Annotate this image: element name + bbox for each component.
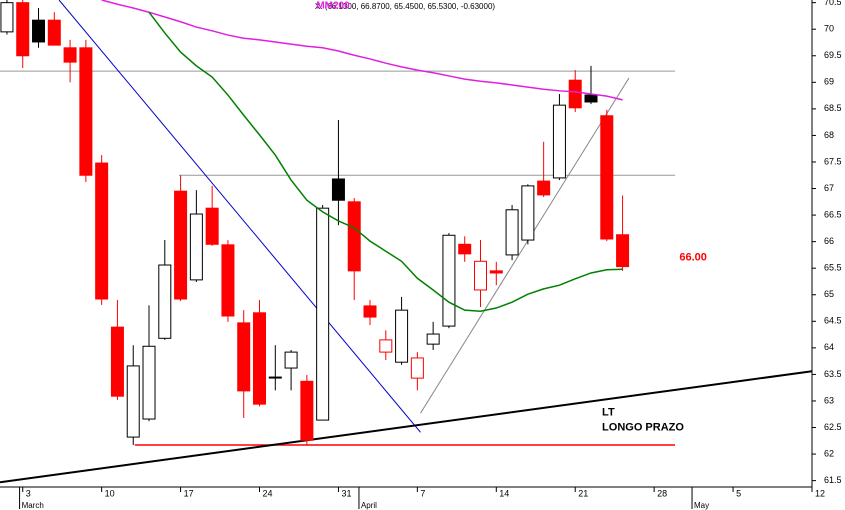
candle-body — [174, 190, 188, 300]
candle-body — [568, 79, 582, 109]
y-tick-label: 62 — [824, 448, 834, 458]
chart-title: X: (66.1300, 66.8700, 65.4500, 65.5300, … — [315, 2, 495, 11]
x-tick-label: 17 — [184, 488, 194, 498]
month-label: March — [22, 501, 44, 510]
candle-body — [221, 244, 235, 317]
candle-body — [126, 365, 140, 438]
y-tick-label: 66.5 — [824, 209, 842, 219]
candle-body — [16, 2, 30, 57]
candle-body — [95, 162, 109, 300]
annotation: LONGO PRAZO — [602, 421, 684, 433]
candle-body — [0, 2, 14, 33]
candle-body — [552, 104, 566, 179]
candle-body — [32, 19, 46, 43]
candle-body — [268, 376, 282, 379]
candle-body — [158, 264, 172, 339]
candle-body — [410, 357, 424, 379]
candle-body — [600, 115, 614, 240]
x-tick-label: 10 — [105, 488, 115, 498]
annotation: LT — [602, 407, 615, 419]
y-tick-label: 68 — [824, 130, 834, 140]
candle-body — [331, 178, 345, 201]
candle-body — [284, 351, 298, 369]
y-tick-label: 66 — [824, 236, 834, 246]
x-tick-label: 3 — [26, 488, 31, 498]
y-tick-label: 69 — [824, 77, 834, 87]
candle-body — [47, 19, 61, 46]
y-tick-label: 61.5 — [824, 475, 842, 485]
candle-body — [489, 270, 503, 274]
plot-area — [0, 0, 812, 484]
candle-body — [316, 207, 330, 421]
y-tick-label: 70.5 — [824, 0, 842, 7]
candle-body — [63, 47, 77, 63]
candle-body — [426, 333, 440, 345]
trend-line — [0, 370, 812, 484]
candle-body — [616, 234, 630, 268]
month-label: April — [361, 501, 377, 510]
y-tick-label: 67.5 — [824, 156, 842, 166]
annotation: 66.00 — [679, 251, 707, 263]
x-tick-label: 12 — [815, 488, 825, 498]
candle-body — [505, 209, 519, 256]
y-tick-label: 62.5 — [824, 422, 842, 432]
moving-average — [101, 0, 623, 101]
y-tick-label: 67 — [824, 183, 834, 193]
moving-average — [148, 11, 623, 312]
candle-body — [363, 305, 377, 318]
candle-body — [79, 47, 93, 176]
trend-line — [58, 0, 421, 433]
month-label: May — [694, 501, 709, 510]
y-tick-label: 69.5 — [824, 50, 842, 60]
y-tick-label: 70 — [824, 24, 834, 34]
y-tick-label: 63 — [824, 395, 834, 405]
x-tick-label: 7 — [420, 488, 425, 498]
candle-body — [442, 234, 456, 327]
candle-body — [521, 185, 535, 241]
candle-body — [379, 339, 393, 353]
y-tick-label: 65.5 — [824, 263, 842, 273]
candle-body — [189, 213, 203, 281]
candle-body — [110, 326, 124, 397]
candle-body — [458, 243, 472, 255]
trend-line — [420, 77, 630, 414]
x-tick-label: 31 — [341, 488, 351, 498]
candle-body — [237, 322, 251, 392]
x-tick-label: 21 — [578, 488, 588, 498]
legend-label: MM200 — [316, 1, 350, 12]
x-tick-label: 24 — [263, 488, 273, 498]
candle-body — [474, 260, 488, 291]
y-tick-label: 65 — [824, 289, 834, 299]
candle-body — [300, 380, 314, 441]
candle-body — [537, 180, 551, 196]
y-tick-label: 63.5 — [824, 369, 842, 379]
candle-body — [253, 312, 267, 405]
x-tick-label: 5 — [736, 488, 741, 498]
x-tick-label: 28 — [657, 488, 667, 498]
candle-body — [142, 345, 156, 420]
x-tick-label: 14 — [499, 488, 509, 498]
candle-body — [347, 201, 361, 272]
y-tick-label: 64.5 — [824, 316, 842, 326]
candle-body — [584, 94, 598, 103]
candle-body — [395, 309, 409, 363]
y-tick-label: 64 — [824, 342, 834, 352]
candle-body — [205, 207, 219, 245]
y-tick-label: 68.5 — [824, 103, 842, 113]
